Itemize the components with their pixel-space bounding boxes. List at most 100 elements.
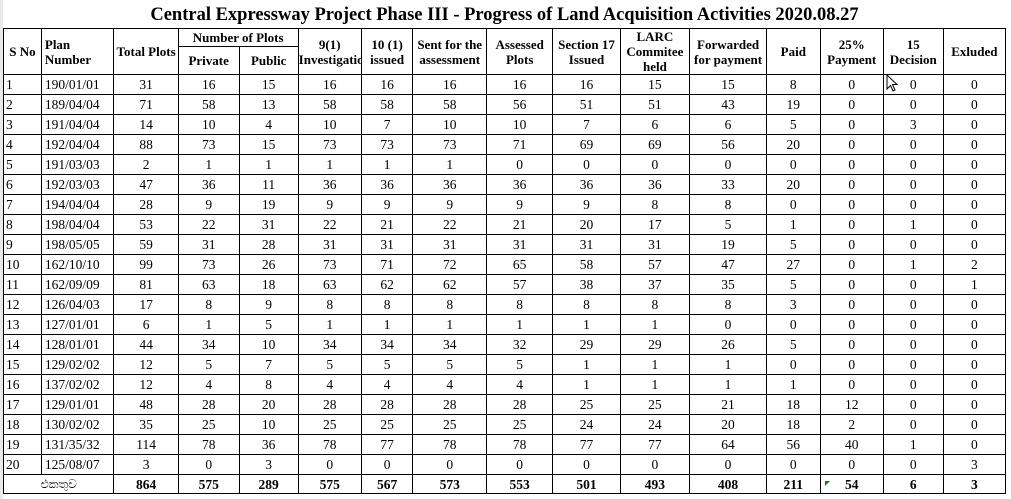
table-cell[interactable]: 0	[942, 414, 1007, 435]
table-cell[interactable]: 8	[765, 74, 821, 95]
table-cell[interactable]: 0	[765, 194, 821, 215]
table-cell[interactable]: 7	[360, 114, 414, 135]
table-cell[interactable]: 0	[819, 374, 884, 395]
table-cell[interactable]: 0	[942, 134, 1007, 155]
table-cell[interactable]: 31	[177, 234, 240, 255]
table-cell[interactable]: 31	[113, 74, 179, 95]
table-cell[interactable]: 6	[619, 114, 691, 135]
table-cell[interactable]: 10	[177, 114, 240, 135]
table-cell[interactable]: 1	[619, 354, 691, 375]
table-cell[interactable]: 36	[360, 174, 414, 195]
table-cell[interactable]: 47	[689, 254, 767, 275]
table-cell[interactable]: 26	[238, 254, 299, 275]
table-cell[interactable]: 35	[113, 414, 179, 435]
table-cell[interactable]: 8	[297, 294, 362, 315]
table-cell[interactable]: 0	[882, 234, 944, 255]
table-cell[interactable]: 0	[942, 214, 1007, 235]
table-cell[interactable]: 0	[765, 314, 821, 335]
table-cell[interactable]: 1	[412, 314, 488, 335]
table-cell[interactable]: 1	[3, 74, 42, 95]
table-cell[interactable]: 126/04/03	[40, 294, 115, 315]
table-cell[interactable]: 17	[619, 214, 691, 235]
table-cell[interactable]: 9	[486, 194, 554, 215]
table-cell[interactable]: 9	[412, 194, 488, 215]
table-cell[interactable]: 1	[238, 154, 299, 175]
table-cell[interactable]: 1	[177, 314, 240, 335]
table-cell[interactable]: 3	[882, 114, 944, 135]
table-cell[interactable]: 0	[552, 154, 621, 175]
table-cell[interactable]: 77	[552, 434, 621, 455]
table-cell[interactable]: 1	[486, 314, 554, 335]
table-cell[interactable]: 77	[360, 434, 414, 455]
table-cell[interactable]: 0	[819, 334, 884, 355]
table-cell[interactable]: 7	[3, 194, 42, 215]
table-cell[interactable]: 10	[486, 114, 554, 135]
table-cell[interactable]: 189/04/04	[40, 94, 115, 115]
table-cell[interactable]: 0	[942, 354, 1007, 375]
table-cell[interactable]: 25	[177, 414, 240, 435]
table-cell[interactable]: 8	[619, 294, 691, 315]
table-cell[interactable]: 27	[765, 254, 821, 275]
table-cell[interactable]: 20	[552, 214, 621, 235]
table-cell[interactable]: 73	[412, 134, 488, 155]
table-cell[interactable]: 56	[689, 134, 767, 155]
table-cell[interactable]: 0	[942, 334, 1007, 355]
table-cell[interactable]: 69	[552, 134, 621, 155]
table-cell[interactable]: 0	[819, 454, 884, 475]
table-cell[interactable]: 0	[942, 294, 1007, 315]
table-cell[interactable]: 1	[689, 374, 767, 395]
table-cell[interactable]: 14	[3, 334, 42, 355]
table-cell[interactable]: 1	[412, 154, 488, 175]
table-cell[interactable]: 8	[552, 294, 621, 315]
table-cell[interactable]: 4	[297, 374, 362, 395]
table-cell[interactable]: 0	[882, 154, 944, 175]
table-cell[interactable]: 26	[689, 334, 767, 355]
table-cell[interactable]: 1	[765, 214, 821, 235]
table-cell[interactable]: 1	[177, 154, 240, 175]
table-cell[interactable]: 0	[942, 94, 1007, 115]
table-cell[interactable]: 13	[3, 314, 42, 335]
table-cell[interactable]: 73	[360, 134, 414, 155]
table-cell[interactable]: 22	[412, 214, 488, 235]
table-cell[interactable]: 15	[619, 74, 691, 95]
table-cell[interactable]: 53	[113, 214, 179, 235]
table-cell[interactable]: 8	[3, 214, 42, 235]
table-cell[interactable]: 17	[113, 294, 179, 315]
table-cell[interactable]: 36	[552, 174, 621, 195]
table-cell[interactable]: 0	[819, 314, 884, 335]
table-cell[interactable]: 31	[486, 234, 554, 255]
table-cell[interactable]: 5	[3, 154, 42, 175]
table-cell[interactable]: 0	[819, 234, 884, 255]
table-cell[interactable]: 36	[486, 174, 554, 195]
total-cell[interactable]: 567	[360, 474, 414, 494]
table-cell[interactable]: 40	[819, 434, 884, 455]
table-cell[interactable]: 16	[552, 74, 621, 95]
table-cell[interactable]: 12	[113, 374, 179, 395]
table-cell[interactable]: 78	[177, 434, 240, 455]
table-cell[interactable]: 0	[882, 94, 944, 115]
table-cell[interactable]: 28	[486, 394, 554, 415]
table-cell[interactable]: 3	[942, 454, 1007, 475]
table-cell[interactable]: 64	[689, 434, 767, 455]
table-cell[interactable]: 16	[360, 74, 414, 95]
table-cell[interactable]: 0	[486, 454, 554, 475]
table-cell[interactable]: 3	[3, 114, 42, 135]
table-cell[interactable]: 5	[689, 214, 767, 235]
table-cell[interactable]: 0	[942, 174, 1007, 195]
table-cell[interactable]: 1	[297, 154, 362, 175]
table-cell[interactable]: 129/01/01	[40, 394, 115, 415]
table-cell[interactable]: 130/02/02	[40, 414, 115, 435]
table-cell[interactable]: 25	[297, 414, 362, 435]
table-cell[interactable]: 20	[765, 174, 821, 195]
table-cell[interactable]: 48	[113, 394, 179, 415]
table-cell[interactable]: 11	[238, 174, 299, 195]
table-cell[interactable]: 59	[113, 234, 179, 255]
table-cell[interactable]: 8	[689, 194, 767, 215]
table-cell[interactable]: 71	[360, 254, 414, 275]
table-cell[interactable]: 24	[619, 414, 691, 435]
table-cell[interactable]: 18	[765, 414, 821, 435]
table-cell[interactable]: 1	[619, 314, 691, 335]
table-cell[interactable]: 71	[113, 94, 179, 115]
table-cell[interactable]: 10	[3, 254, 42, 275]
table-cell[interactable]: 1	[619, 374, 691, 395]
